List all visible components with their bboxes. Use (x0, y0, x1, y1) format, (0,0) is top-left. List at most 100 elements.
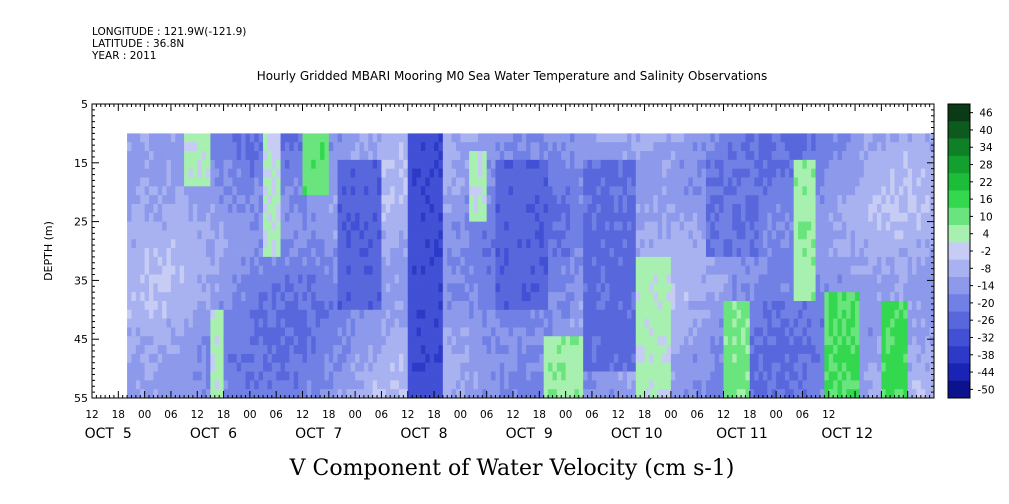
heatmap-cell (556, 292, 562, 302)
heatmap-cell (293, 371, 299, 381)
heatmap-cell (249, 177, 255, 187)
heatmap-cell (587, 186, 593, 196)
heatmap-cell (736, 283, 742, 293)
heatmap-cell (640, 133, 645, 143)
heatmap-cell (341, 151, 347, 161)
heatmap-cell (784, 142, 790, 152)
heatmap-cell (333, 300, 338, 311)
heatmap-cell (552, 265, 558, 275)
heatmap-cell (390, 265, 395, 275)
heatmap-cell (447, 203, 453, 214)
heatmap-cell (762, 133, 768, 143)
heatmap-cell (425, 353, 431, 364)
heatmap-cell (556, 265, 562, 275)
heatmap-cell (131, 300, 137, 311)
heatmap-cell (644, 371, 650, 381)
heatmap-cell (627, 283, 632, 293)
heatmap-cell (324, 371, 330, 381)
heatmap-cell (561, 371, 567, 381)
heatmap-cell (605, 159, 610, 170)
heatmap-cell (254, 318, 260, 328)
heatmap-cell (162, 151, 167, 161)
heatmap-cell (776, 345, 781, 355)
heatmap-cell (578, 345, 584, 355)
heatmap-cell (833, 336, 838, 346)
heatmap-cell (175, 283, 181, 293)
heatmap-cell (815, 151, 821, 161)
heatmap-cell (806, 283, 812, 293)
heatmap-cell (140, 318, 146, 328)
heatmap-cell (455, 292, 461, 302)
heatmap-cell (850, 248, 856, 258)
heatmap-cell (705, 186, 711, 196)
heatmap-cell (324, 203, 330, 214)
heatmap-cell (556, 239, 562, 249)
heatmap-cell (385, 265, 391, 275)
heatmap-cell (166, 133, 172, 143)
heatmap-cell (679, 265, 685, 275)
heatmap-cell (346, 309, 352, 320)
heatmap-cell (618, 195, 624, 205)
heatmap-cell (381, 380, 387, 390)
heatmap-cell (320, 186, 325, 196)
heatmap-cell (302, 256, 308, 267)
heatmap-cell (574, 345, 580, 355)
heatmap-cell (627, 177, 632, 187)
heatmap-cell (162, 248, 167, 258)
heatmap-cell (412, 248, 417, 258)
heatmap-cell (570, 327, 575, 337)
heatmap-cell (455, 362, 461, 372)
heatmap-cell (824, 239, 830, 249)
heatmap-cell (548, 203, 553, 214)
heatmap-cell (280, 292, 286, 302)
heatmap-cell (153, 168, 159, 178)
heatmap-cell (798, 353, 803, 364)
heatmap-cell (491, 283, 496, 293)
heatmap-cell (486, 300, 492, 311)
heatmap-cell (824, 309, 830, 320)
heatmap-cell (754, 151, 759, 161)
heatmap-cell (328, 318, 334, 328)
heatmap-cell (508, 380, 514, 390)
heatmap-cell (526, 151, 531, 161)
heatmap-cell (600, 186, 606, 196)
heatmap-cell (144, 230, 150, 240)
heatmap-cell (372, 212, 378, 222)
heatmap-cell (276, 309, 281, 320)
heatmap-cell (802, 362, 808, 372)
heatmap-cell (811, 353, 816, 364)
heatmap-cell (398, 327, 404, 337)
heatmap-cell (482, 345, 488, 355)
heatmap-cell (688, 362, 694, 372)
heatmap-cell (776, 230, 781, 240)
heatmap-cell (556, 389, 562, 399)
heatmap-cell (692, 203, 698, 214)
heatmap-cell (697, 221, 702, 231)
heatmap-cell (429, 353, 435, 364)
heatmap-cell (368, 345, 374, 355)
heatmap-cell (749, 318, 755, 328)
heatmap-cell (429, 283, 435, 293)
heatmap-cell (565, 151, 571, 161)
heatmap-cell (166, 221, 172, 231)
heatmap-cell (451, 186, 457, 196)
heatmap-cell (662, 283, 667, 293)
heatmap-cell (521, 203, 527, 214)
heatmap-cell (350, 177, 356, 187)
heatmap-cell (548, 283, 553, 293)
heatmap-cell (802, 203, 808, 214)
heatmap-cell (846, 265, 852, 275)
heatmap-cell (241, 327, 246, 337)
heatmap-cell (771, 300, 777, 311)
heatmap-cell (434, 230, 439, 240)
heatmap-cell (784, 133, 790, 143)
heatmap-cell (653, 292, 659, 302)
heatmap-cell (526, 256, 531, 267)
heatmap-cell (811, 362, 816, 372)
heatmap-cell (223, 221, 229, 231)
heatmap-cell (517, 380, 523, 390)
heatmap-cell (793, 159, 799, 170)
heatmap-cell (635, 336, 641, 346)
heatmap-cell (223, 151, 229, 161)
heatmap-cell (276, 345, 281, 355)
